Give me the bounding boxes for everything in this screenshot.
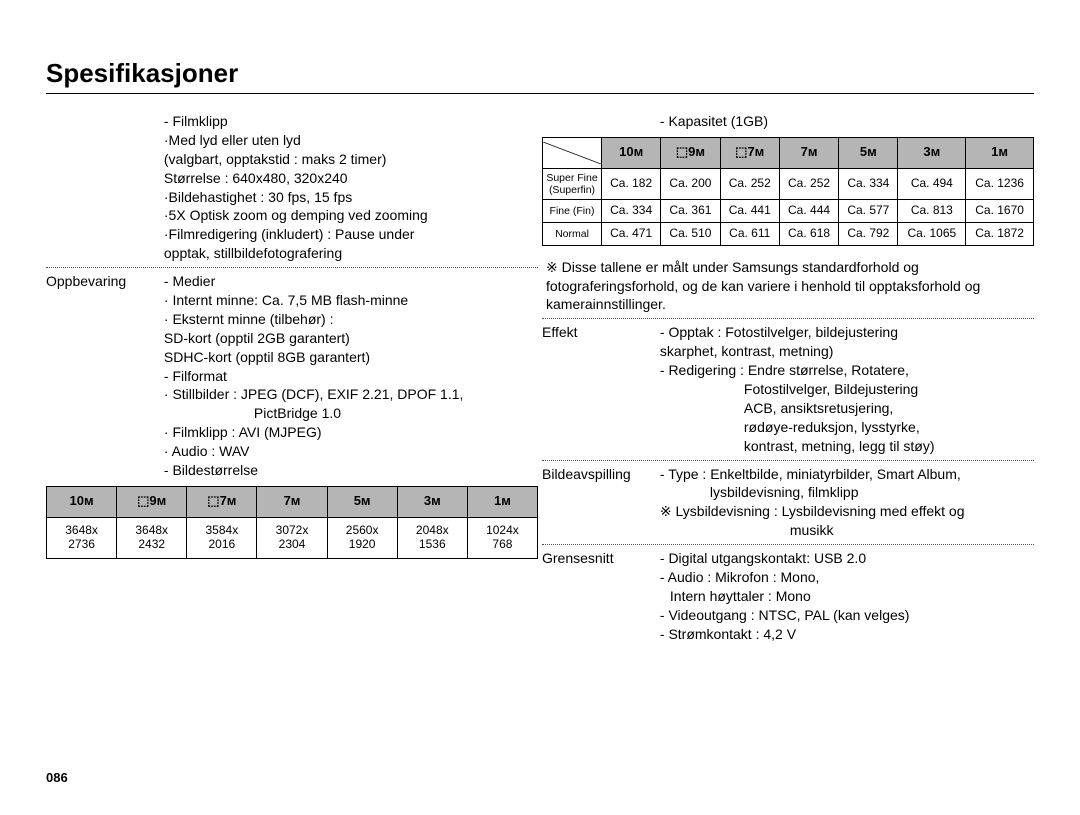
spec-text: Fotostilvelger, Bildejustering <box>660 381 918 397</box>
spec-text: ·Filmredigering (inkludert) : Pause unde… <box>164 226 415 242</box>
table-cell: Ca. 792 <box>839 222 898 245</box>
spec-label-playback: Bildeavspilling <box>542 465 656 484</box>
table-cell: Ca. 252 <box>779 168 838 199</box>
table-cell: 3648x2432 <box>117 517 187 558</box>
divider <box>542 318 1034 319</box>
table-cell: 3584x2016 <box>187 517 257 558</box>
spec-text: - Filmklipp <box>164 113 228 129</box>
table-header: ⬚9ᴍ <box>661 137 720 168</box>
row-label: Super Fine(Superfin) <box>543 168 602 199</box>
spec-text: · Audio : WAV <box>164 443 250 459</box>
spec-text: - Kapasitet (1GB) <box>660 112 1032 131</box>
spec-text: - Digital utgangskontakt: USB 2.0 <box>660 550 866 566</box>
page-title: Spesifikasjoner <box>46 58 1034 94</box>
table-cell: Ca. 618 <box>779 222 838 245</box>
table-header: ⬚7ᴍ <box>720 137 779 168</box>
table-cell: Ca. 813 <box>898 200 966 223</box>
table-cell: Ca. 577 <box>839 200 898 223</box>
table-cell: Ca. 334 <box>839 168 898 199</box>
spec-text: lysbildevisning, filmklipp <box>660 484 859 500</box>
table-cell: Ca. 471 <box>602 222 661 245</box>
spec-text: - Redigering : Endre størrelse, Rotatere… <box>660 362 909 378</box>
spec-text: skarphet, kontrast, metning) <box>660 343 834 359</box>
spec-text: - Opptak : Fotostilvelger, bildejusterin… <box>660 324 898 340</box>
table-cell: Ca. 361 <box>661 200 720 223</box>
row-label: Fine (Fin) <box>543 200 602 223</box>
spec-text: PictBridge 1.0 <box>164 405 341 421</box>
spec-label-interface: Grensesnitt <box>542 549 656 568</box>
table-header: 3ᴍ <box>397 486 467 517</box>
table-cell: Ca. 1236 <box>966 168 1034 199</box>
table-cell: Ca. 1065 <box>898 222 966 245</box>
table-cell: Ca. 334 <box>602 200 661 223</box>
left-column: - Filmklipp ·Med lyd eller uten lyd (val… <box>46 112 538 644</box>
spec-text: · Eksternt minne (tilbehør) : <box>164 311 334 327</box>
spec-label-effect: Effekt <box>542 323 656 342</box>
table-cell: Ca. 510 <box>661 222 720 245</box>
spec-text: Intern høyttaler : Mono <box>660 588 811 604</box>
table-header: 10ᴍ <box>602 137 661 168</box>
spec-text: - Type : Enkeltbilde, miniatyrbilder, Sm… <box>660 466 961 482</box>
spec-text: - Filformat <box>164 368 227 384</box>
spec-text: · Stillbilder : JPEG (DCF), EXIF 2.21, D… <box>164 386 464 402</box>
spec-text: · Internt minne: Ca. 7,5 MB flash-minne <box>164 292 408 308</box>
table-header: ⬚9ᴍ <box>117 486 187 517</box>
spec-text: (valgbart, opptakstid : maks 2 timer) <box>164 151 387 167</box>
spec-text: · Filmklipp : AVI (MJPEG) <box>164 424 322 440</box>
table-header: 7ᴍ <box>779 137 838 168</box>
table-header: 1ᴍ <box>467 486 537 517</box>
table-cell: 1024x768 <box>467 517 537 558</box>
table-header: 1ᴍ <box>966 137 1034 168</box>
spec-text: opptak, stillbildefotografering <box>164 245 342 261</box>
spec-label-storage: Oppbevaring <box>46 272 160 291</box>
right-column: - Kapasitet (1GB) 10ᴍ ⬚9ᴍ ⬚7ᴍ 7ᴍ 5ᴍ 3ᴍ 1 <box>542 112 1034 644</box>
divider <box>542 544 1034 545</box>
table-cell: 2560x1920 <box>327 517 397 558</box>
spec-text: ·Med lyd eller uten lyd <box>164 132 301 148</box>
table-cell: Ca. 444 <box>779 200 838 223</box>
page-number: 086 <box>46 770 68 785</box>
table-header: 3ᴍ <box>898 137 966 168</box>
table-cell: Ca. 182 <box>602 168 661 199</box>
capacity-table: 10ᴍ ⬚9ᴍ ⬚7ᴍ 7ᴍ 5ᴍ 3ᴍ 1ᴍ Super Fine(Super… <box>542 137 1034 246</box>
image-size-table: 10ᴍ ⬚9ᴍ ⬚7ᴍ 7ᴍ 5ᴍ 3ᴍ 1ᴍ 3648x2736 3648x2… <box>46 486 538 559</box>
table-cell: Ca. 441 <box>720 200 779 223</box>
table-cell: 3072x2304 <box>257 517 327 558</box>
spec-text: Størrelse : 640x480, 320x240 <box>164 170 348 186</box>
table-header: 7ᴍ <box>257 486 327 517</box>
spec-text: ·5X Optisk zoom og demping ved zooming <box>164 207 428 223</box>
spec-text: - Videoutgang : NTSC, PAL (kan velges) <box>660 607 910 623</box>
spec-text: - Medier <box>164 273 215 289</box>
diagonal-cell <box>543 137 602 168</box>
table-cell: Ca. 494 <box>898 168 966 199</box>
spec-text: musikk <box>660 522 834 538</box>
table-header: 10ᴍ <box>47 486 117 517</box>
table-cell: Ca. 1872 <box>966 222 1034 245</box>
spec-text: ·Bildehastighet : 30 fps, 15 fps <box>164 189 352 205</box>
table-cell: Ca. 200 <box>661 168 720 199</box>
table-header: 5ᴍ <box>327 486 397 517</box>
table-cell: 2048x1536 <box>397 517 467 558</box>
table-cell: Ca. 611 <box>720 222 779 245</box>
table-cell: Ca. 252 <box>720 168 779 199</box>
spec-text: kontrast, metning, legg til støy) <box>660 438 935 454</box>
spec-text: - Audio : Mikrofon : Mono, <box>660 569 820 585</box>
spec-text: ※ Lysbildevisning : Lysbildevisning med … <box>660 503 965 519</box>
spec-text: - Strømkontakt : 4,2 V <box>660 626 796 642</box>
table-header: 5ᴍ <box>839 137 898 168</box>
footnote: ※ Disse tallene er målt under Samsungs s… <box>542 258 1034 315</box>
spec-text: rødøye-reduksjon, lysstyrke, <box>660 419 920 435</box>
spec-text: SDHC-kort (opptil 8GB garantert) <box>164 349 370 365</box>
table-header: ⬚7ᴍ <box>187 486 257 517</box>
spec-text: - Bildestørrelse <box>164 462 258 478</box>
row-label: Normal <box>543 222 602 245</box>
spec-text: ACB, ansiktsretusjering, <box>660 400 893 416</box>
divider <box>46 267 538 268</box>
spec-text: SD-kort (opptil 2GB garantert) <box>164 330 350 346</box>
table-cell: 3648x2736 <box>47 517 117 558</box>
table-cell: Ca. 1670 <box>966 200 1034 223</box>
divider <box>542 460 1034 461</box>
